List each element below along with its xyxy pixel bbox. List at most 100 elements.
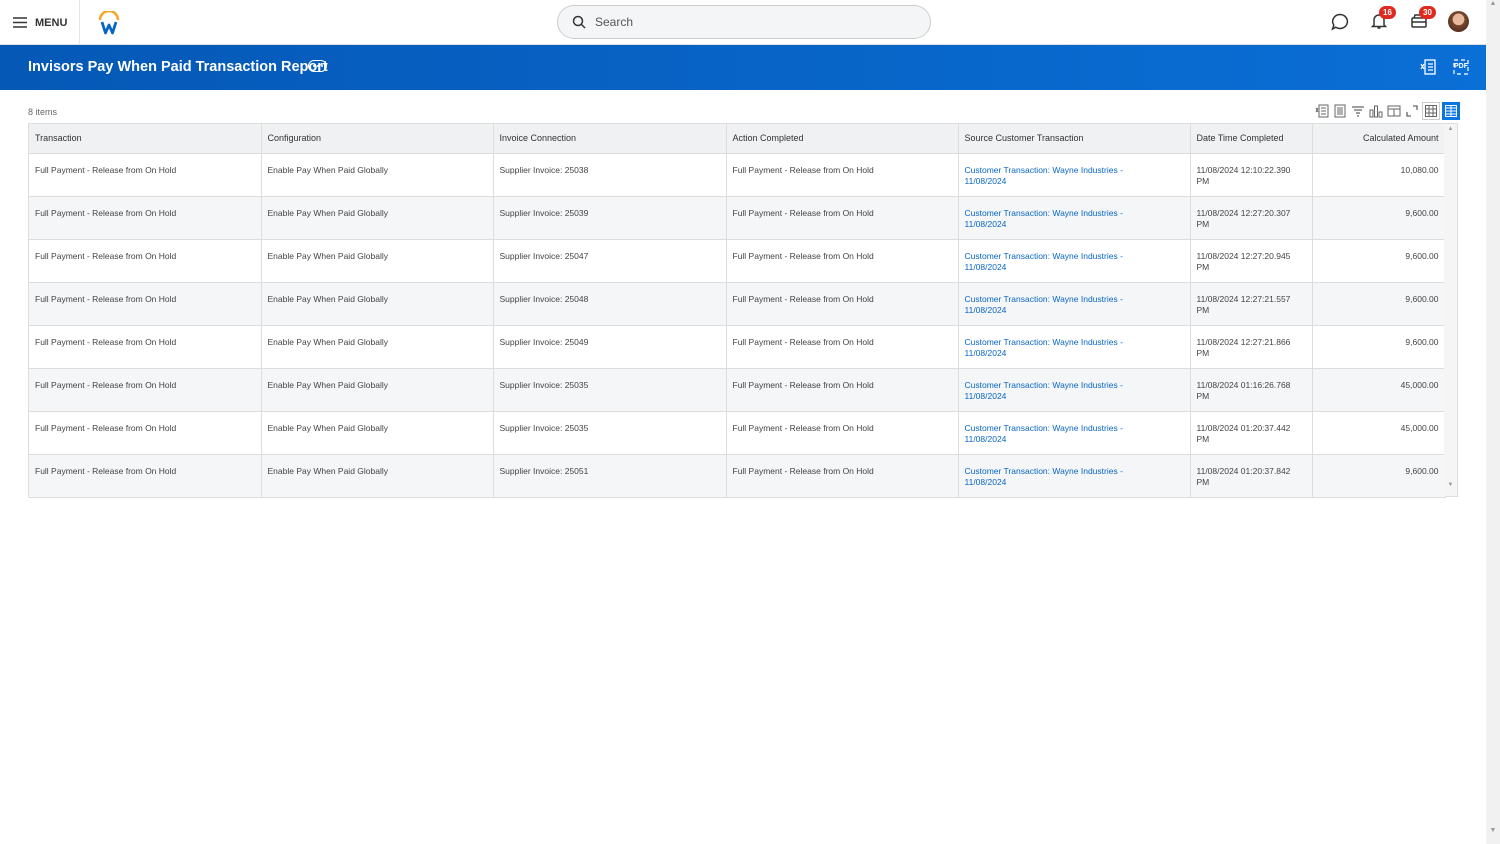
inbox-button[interactable]: 30 (1410, 6, 1436, 32)
source-transaction-link[interactable]: Customer Transaction: Wayne Industries -… (964, 293, 1123, 315)
column-header[interactable]: Action Completed (726, 124, 959, 154)
table-row: Full Payment - Release from On Hold Enabl… (29, 282, 1446, 326)
source-transaction-link[interactable]: Customer Transaction: Wayne Industries -… (964, 336, 1123, 358)
table-cell: Enable Pay When Paid Globally (261, 196, 494, 240)
column-header[interactable]: Configuration (261, 124, 494, 154)
excel-export-icon (1420, 59, 1436, 75)
grid-toolbar (1314, 102, 1460, 120)
table-cell: Supplier Invoice: 25051 (493, 454, 727, 498)
table-cell: 11/08/2024 01:16:26.768 PM (1190, 368, 1313, 412)
table-cell: 11/08/2024 12:10:22.390 PM (1190, 153, 1313, 197)
filter-button[interactable] (1350, 103, 1366, 119)
item-count: 8 items (28, 107, 58, 117)
table-row: Full Payment - Release from On Hold Enabl… (29, 196, 1446, 240)
column-header[interactable]: Invoice Connection (493, 124, 727, 154)
table-cell: Full Payment - Release from On Hold (29, 411, 262, 455)
table-cell: Full Payment - Release from On Hold (726, 411, 959, 455)
grid-scrollbar[interactable]: ▲ ▼ (1444, 124, 1457, 496)
table-row: Full Payment - Release from On Hold Enabl… (29, 325, 1446, 369)
table-row: Full Payment - Release from On Hold Enabl… (29, 239, 1446, 283)
fullscreen-button[interactable] (1404, 103, 1420, 119)
top-bar: MENU Search 16 30 (0, 0, 1486, 45)
search-placeholder: Search (595, 15, 634, 29)
grid-view-button[interactable] (1442, 102, 1460, 120)
table-cell: 45,000.00 (1312, 368, 1446, 412)
table-cell: Supplier Invoice: 25049 (493, 325, 727, 369)
columns-button[interactable] (1386, 103, 1402, 119)
pdf-icon (1453, 59, 1469, 75)
table-cell: Enable Pay When Paid Globally (261, 325, 494, 369)
table-cell: Customer Transaction: Wayne Industries -… (958, 282, 1191, 326)
pdf-label: PDF (1454, 63, 1468, 70)
table-cell: 9,600.00 (1312, 196, 1446, 240)
pdf-export-button[interactable]: PDF (1453, 59, 1469, 75)
source-transaction-link[interactable]: Customer Transaction: Wayne Industries -… (964, 207, 1123, 229)
search-input[interactable]: Search (557, 5, 931, 39)
table-row: Full Payment - Release from On Hold Enabl… (29, 368, 1446, 412)
table-cell: Full Payment - Release from On Hold (726, 325, 959, 369)
table-cell: Customer Transaction: Wayne Industries -… (958, 196, 1191, 240)
table-row: Full Payment - Release from On Hold Enabl… (29, 454, 1446, 498)
table-cell: Full Payment - Release from On Hold (29, 325, 262, 369)
table-cell: Enable Pay When Paid Globally (261, 282, 494, 326)
excel-export-button[interactable] (1420, 59, 1436, 75)
menu-button[interactable]: MENU (0, 0, 80, 45)
workday-logo[interactable] (97, 11, 121, 35)
hamburger-icon (13, 17, 27, 28)
notifications-button[interactable]: 16 (1370, 6, 1396, 32)
dot-icon (312, 65, 315, 67)
column-header[interactable]: Source Customer Transaction (958, 124, 1191, 154)
table-cell: 9,600.00 (1312, 282, 1446, 326)
table-cell: Customer Transaction: Wayne Industries -… (958, 239, 1191, 283)
table-cell: Full Payment - Release from On Hold (726, 454, 959, 498)
print-view-button[interactable] (1332, 103, 1348, 119)
inbox-badge: 30 (1419, 6, 1436, 19)
column-header[interactable]: Date Time Completed (1190, 124, 1313, 154)
table-cell: Full Payment - Release from On Hold (726, 196, 959, 240)
table-cell: Supplier Invoice: 25048 (493, 282, 727, 326)
source-transaction-link[interactable]: Customer Transaction: Wayne Industries -… (964, 379, 1123, 401)
table-cell: 11/08/2024 01:20:37.442 PM (1190, 411, 1313, 455)
table-view-button[interactable] (1422, 102, 1440, 120)
chart-button[interactable] (1368, 103, 1384, 119)
table-cell: Supplier Invoice: 25047 (493, 239, 727, 283)
table-cell: Full Payment - Release from On Hold (29, 239, 262, 283)
table-cell: Full Payment - Release from On Hold (726, 368, 959, 412)
table-cell: Full Payment - Release from On Hold (726, 282, 959, 326)
table-cell: 45,000.00 (1312, 411, 1446, 455)
table-cell: Full Payment - Release from On Hold (29, 282, 262, 326)
menu-label: MENU (35, 16, 68, 29)
source-transaction-link[interactable]: Customer Transaction: Wayne Industries -… (964, 250, 1123, 272)
table-cell: Full Payment - Release from On Hold (29, 454, 262, 498)
table-cell: Supplier Invoice: 25038 (493, 153, 727, 197)
grid-icon (1445, 105, 1457, 117)
page-scrollbar[interactable]: ▲ ▼ (1486, 0, 1500, 844)
dot-icon (320, 65, 323, 67)
table-cell: 11/08/2024 12:27:20.307 PM (1190, 196, 1313, 240)
table-cell: Enable Pay When Paid Globally (261, 153, 494, 197)
source-transaction-link[interactable]: Customer Transaction: Wayne Industries -… (964, 465, 1123, 487)
table-cell: 11/08/2024 12:27:21.866 PM (1190, 325, 1313, 369)
table-cell: Full Payment - Release from On Hold (726, 153, 959, 197)
column-header[interactable]: Calculated Amount (1312, 124, 1446, 154)
table-icon (1425, 105, 1437, 117)
table-cell: Full Payment - Release from On Hold (29, 196, 262, 240)
report-table: Transaction Configuration Invoice Connecti… (29, 124, 1446, 498)
table-cell: Enable Pay When Paid Globally (261, 239, 494, 283)
source-transaction-link[interactable]: Customer Transaction: Wayne Industries -… (964, 164, 1123, 186)
chat-button[interactable] (1330, 12, 1350, 32)
column-header[interactable]: Transaction (29, 124, 262, 154)
table-cell: Full Payment - Release from On Hold (29, 153, 262, 197)
page-header: Invisors Pay When Paid Transaction Repor… (0, 45, 1486, 90)
related-actions-button[interactable] (308, 60, 327, 72)
header-row: Transaction Configuration Invoice Connecti… (29, 124, 1446, 154)
page-title: Invisors Pay When Paid Transaction Repor… (28, 59, 328, 75)
source-transaction-link[interactable]: Customer Transaction: Wayne Industries -… (964, 422, 1123, 444)
table-cell: 11/08/2024 01:20:37.842 PM (1190, 454, 1313, 498)
notifications-badge: 16 (1379, 6, 1396, 19)
search-icon (572, 15, 586, 29)
table-cell: Supplier Invoice: 25039 (493, 196, 727, 240)
avatar[interactable] (1448, 11, 1469, 32)
table-cell: Customer Transaction: Wayne Industries -… (958, 411, 1191, 455)
export-excel-button[interactable] (1314, 103, 1330, 119)
